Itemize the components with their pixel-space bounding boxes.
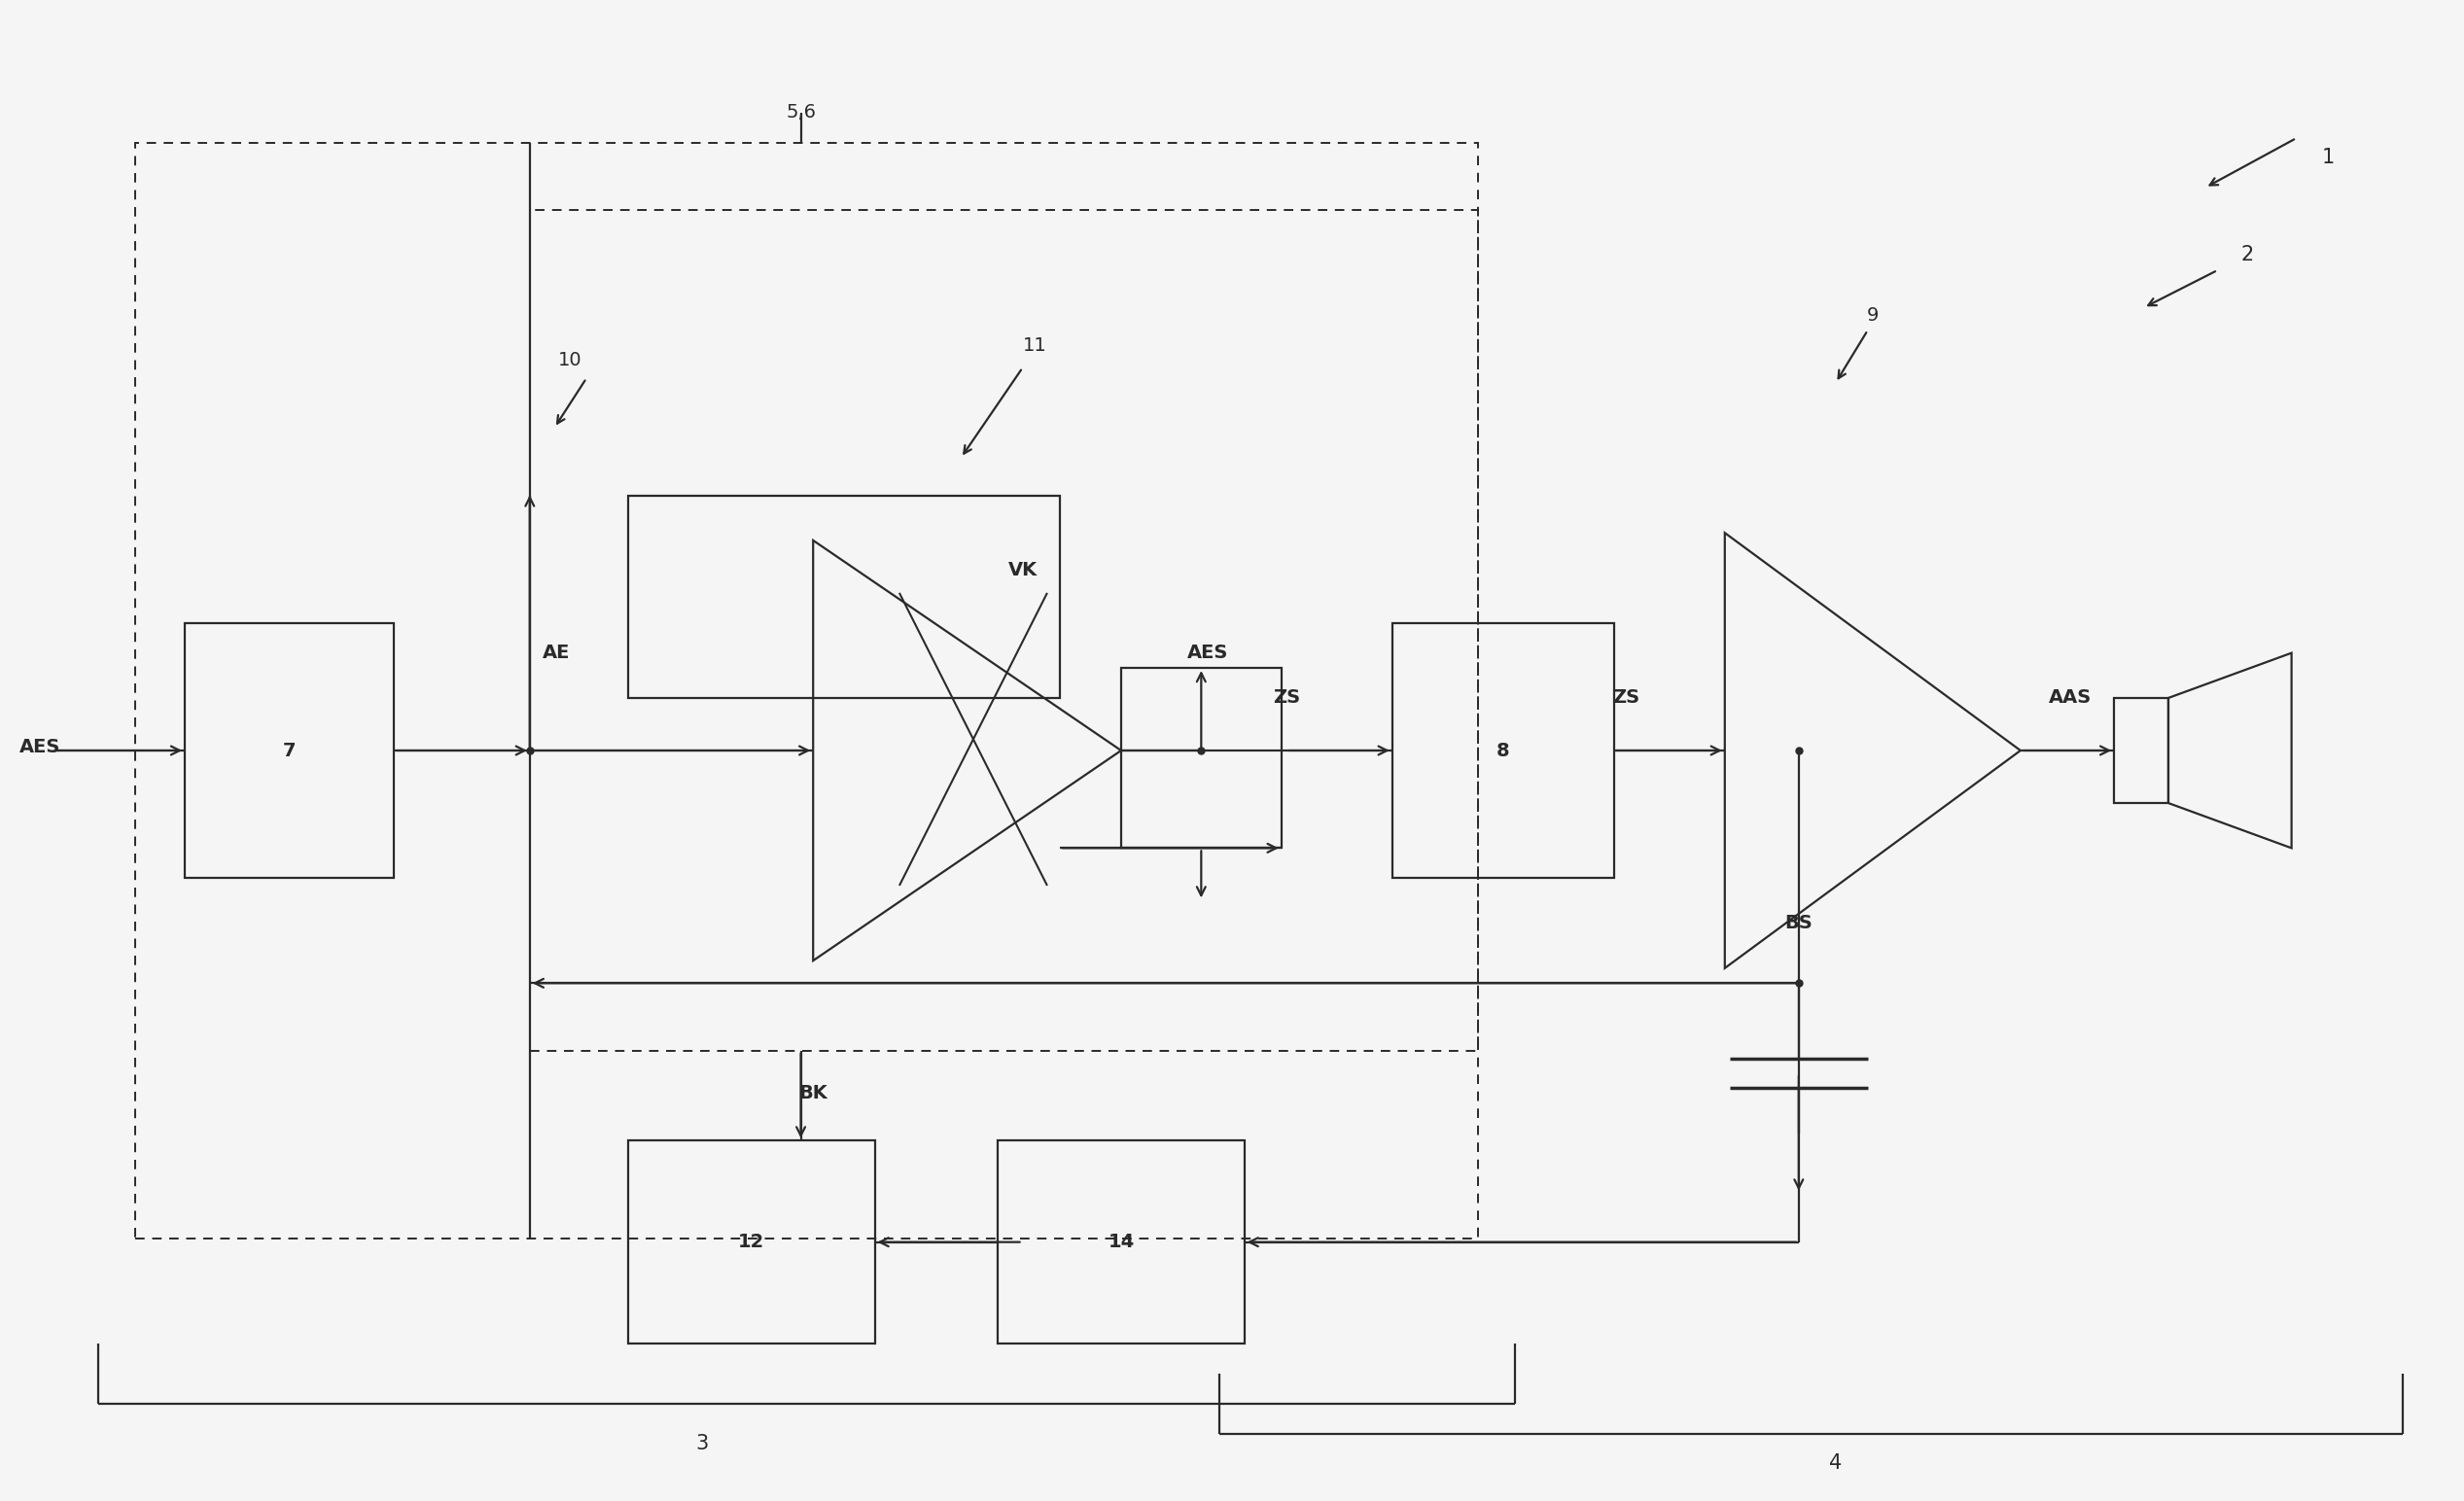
Bar — [185, 623, 394, 878]
Bar — [136, 143, 1478, 1238]
Text: AE: AE — [542, 644, 569, 662]
Text: 4: 4 — [1828, 1454, 1843, 1472]
Text: VK: VK — [1008, 561, 1037, 579]
Text: 9: 9 — [1868, 306, 1878, 324]
Bar — [530, 210, 1478, 1051]
Bar — [628, 1141, 875, 1343]
Bar — [998, 1141, 1244, 1343]
Bar — [1121, 668, 1281, 848]
Text: BS: BS — [1784, 914, 1814, 932]
Text: AAS: AAS — [2048, 689, 2092, 707]
Bar — [1392, 623, 1614, 878]
Text: 2: 2 — [2240, 246, 2255, 264]
Text: 5,6: 5,6 — [786, 104, 816, 122]
Text: 1: 1 — [2321, 149, 2336, 167]
Text: AES: AES — [20, 738, 62, 757]
Text: 10: 10 — [557, 351, 582, 369]
Text: 7: 7 — [283, 741, 296, 760]
Text: 3: 3 — [695, 1435, 710, 1453]
Bar — [2114, 698, 2168, 803]
Text: BK: BK — [798, 1084, 828, 1102]
Text: 12: 12 — [739, 1232, 764, 1252]
Text: ZS: ZS — [1271, 689, 1301, 707]
Text: ZS: ZS — [1611, 689, 1641, 707]
Text: 11: 11 — [1023, 336, 1047, 354]
Text: AES: AES — [1188, 644, 1227, 662]
Text: 14: 14 — [1109, 1232, 1133, 1252]
Bar — [628, 495, 1060, 698]
Text: 8: 8 — [1496, 741, 1510, 760]
